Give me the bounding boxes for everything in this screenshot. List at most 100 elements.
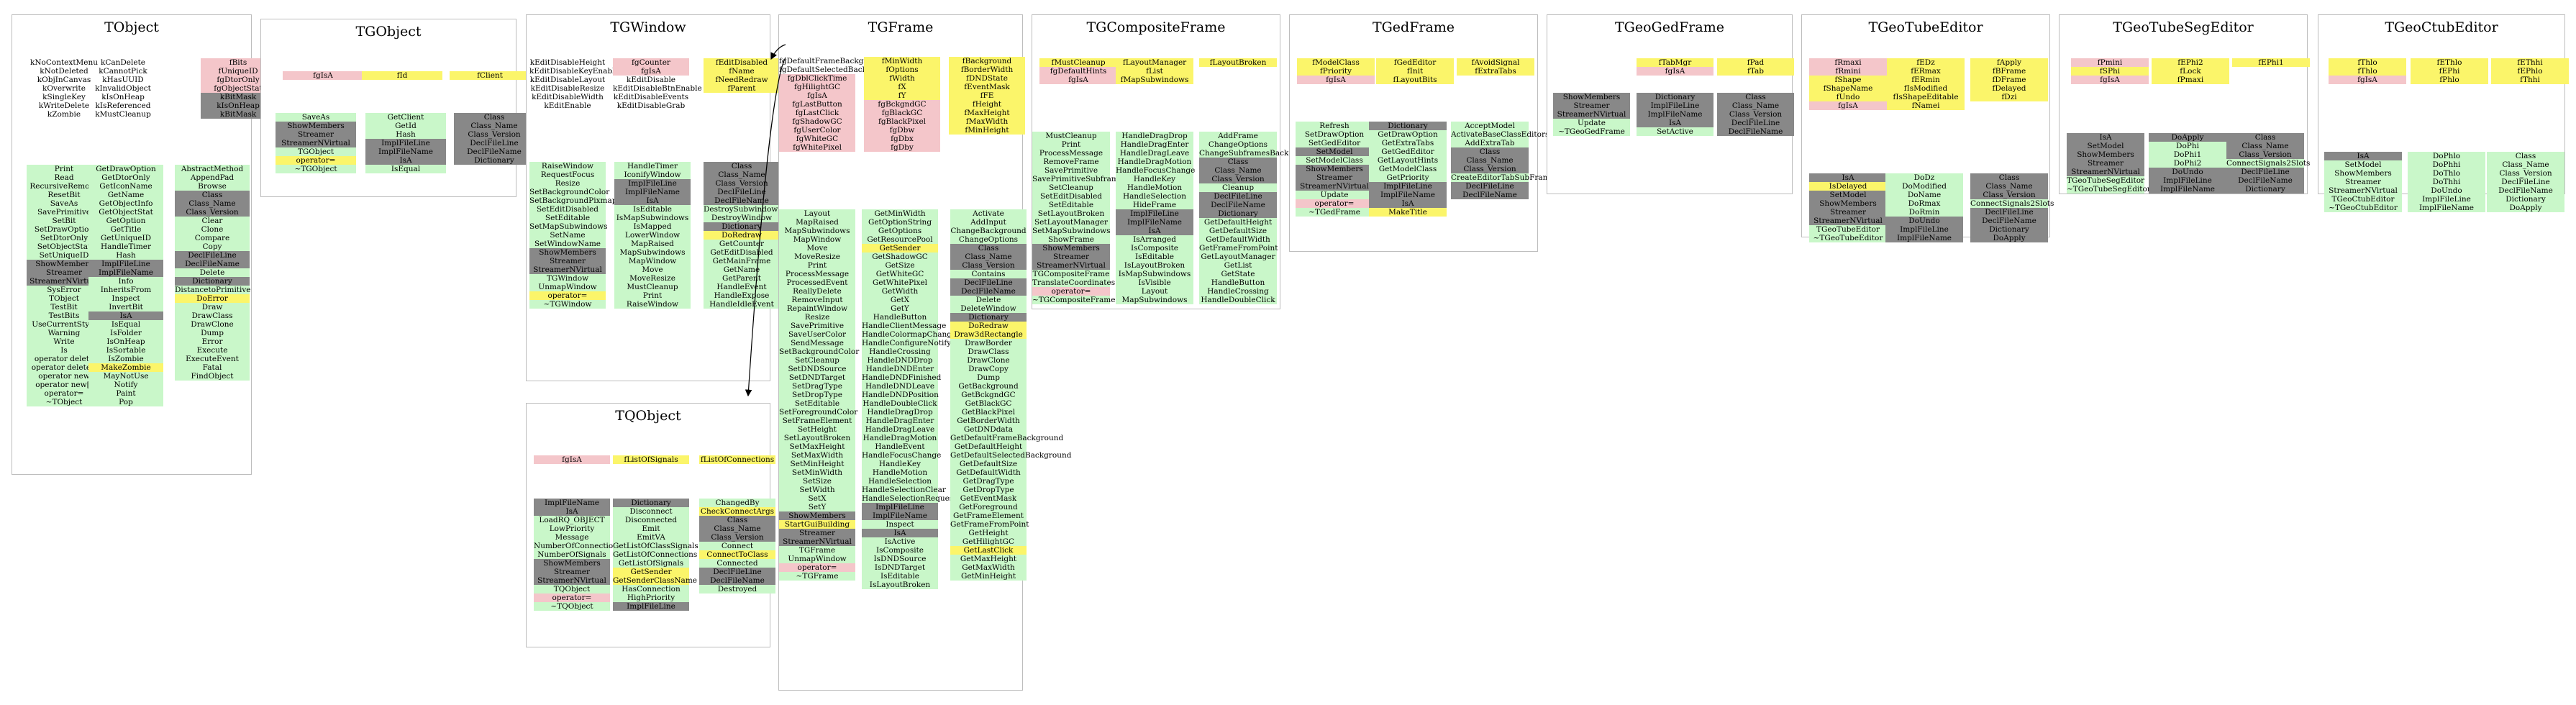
- member-item: kEditDisableWidth: [532, 93, 604, 101]
- member-item: GetBackground: [950, 382, 1027, 391]
- member-item: Streamer: [779, 529, 855, 537]
- member-item: fgIsA: [2071, 76, 2149, 84]
- member-item: Connect: [699, 542, 775, 550]
- member-item: ImplFileName: [2149, 185, 2226, 194]
- member-item: GetDrawOption: [88, 165, 163, 173]
- member-item: ImplFileLine: [2408, 195, 2485, 204]
- member-column: fEPhi2 fLock fPmaxi: [2152, 58, 2229, 84]
- class-tgeotubeeditor: TGeoTubeEditor fRmaxi fRmini fShape fShapeNa…: [1801, 14, 2054, 242]
- member-item: fY: [864, 91, 940, 100]
- member-item: Streamer: [1809, 208, 1887, 217]
- member-item: TGeoCtubEditor: [2324, 195, 2402, 204]
- member-item: SetBit: [27, 217, 101, 225]
- member-item: StreamerNVirtual: [276, 139, 356, 147]
- member-item: kEditDisable: [626, 76, 676, 84]
- member-item: fBorderWidth: [949, 65, 1025, 74]
- member-column: fTabMgr fgIsA Dictionary ImplFileLine ImplFi…: [1637, 58, 1713, 136]
- member-item: SetModel: [1296, 147, 1373, 156]
- member-item: Class_Name: [1451, 156, 1529, 165]
- member-item: Streamer: [1296, 173, 1373, 182]
- member-item: kEditEnable: [544, 101, 591, 110]
- member-item: fPad: [1717, 58, 1794, 67]
- member-item: HandleClientMessage: [862, 322, 947, 330]
- member-item: TGeoTubeEditor: [1809, 225, 1887, 234]
- member-item: HandleCrossing: [1199, 287, 1277, 296]
- member-item: DeclFileName: [950, 287, 1027, 296]
- member-item: fEThlo: [2411, 58, 2488, 67]
- member-item: fMapSubwindows: [1116, 76, 1193, 84]
- member-item: GetObjectStat: [88, 208, 163, 217]
- member-item: Cleanup: [1199, 183, 1277, 192]
- member-item: TGWindow: [529, 274, 606, 283]
- member-item: Resize: [779, 313, 855, 322]
- class-title: TGFrame: [868, 19, 934, 35]
- member-column: fPmini fSPhi fgIsA: [2071, 58, 2149, 84]
- member-item: MustCleanup: [614, 283, 691, 291]
- member-item: fgIsA: [1637, 67, 1713, 76]
- member-item: DeleteWindow: [950, 304, 1027, 313]
- class-tobject: TObject kNoContextMenu kNotDeleted kObjInCa…: [12, 14, 276, 475]
- member-item: HandleDNDDrop: [862, 356, 938, 365]
- member-item: MoveResize: [779, 253, 855, 261]
- member-item: ExecuteEvent: [175, 355, 250, 363]
- member-item: fgIsA: [1809, 101, 1887, 110]
- member-item: SetHeight: [779, 425, 855, 434]
- member-item: fBackground: [949, 57, 1025, 65]
- member-item: DeclFileLine: [699, 568, 775, 576]
- member-column: ShowMembers Streamer StreamerNVirtual Updat…: [1553, 58, 1630, 136]
- member-item: SetBackgroundColor: [529, 188, 610, 196]
- member-item: operator=: [276, 156, 356, 165]
- member-item: SetMaxHeight: [779, 442, 855, 451]
- member-item: GetListOfSignals: [613, 559, 689, 568]
- member-item: fEPhlo: [2491, 67, 2569, 76]
- member-item: fEThhi: [2491, 58, 2569, 67]
- member-item: ShowMembers: [779, 511, 855, 520]
- member-item: ImplFileName: [534, 499, 610, 507]
- member-item: GetWidth: [862, 287, 938, 296]
- member-item: SetMinWidth: [779, 468, 855, 477]
- member-item: Streamer: [1032, 253, 1110, 261]
- member-item: ImplFileName: [614, 188, 691, 196]
- member-item: Draw: [175, 303, 250, 311]
- member-item: GetBlackGC: [950, 399, 1027, 408]
- member-item: ~TGFrame: [779, 572, 855, 581]
- member-item: GetShadowGC: [862, 253, 938, 261]
- member-item: SetModel: [1809, 191, 1887, 199]
- member-item: ImplFileName: [1116, 218, 1193, 227]
- member-item: operator=: [779, 563, 855, 572]
- member-item: HandleDNDEnter: [862, 365, 938, 373]
- member-item: kIsOnHeap: [201, 101, 276, 110]
- member-item: kIsOnHeap: [101, 93, 145, 101]
- member-item: operator=: [27, 389, 101, 398]
- member-item: RepaintWindow: [779, 304, 855, 313]
- member-item: RemoveFrame: [1032, 158, 1110, 166]
- member-item: fLayoutManager: [1116, 58, 1193, 67]
- member-item: Class: [699, 516, 775, 524]
- member-item: fgDtorOnly: [201, 76, 276, 84]
- member-item: Class_Name: [1970, 182, 2048, 191]
- member-item: HandleDragEnter: [862, 417, 938, 425]
- member-item: kEditDisableHeight: [529, 58, 606, 67]
- class-tgwindow: TGWindow kEditDisableHeight kEditDisableKe…: [526, 14, 782, 381]
- member-item: ConnectSignals2Slots: [2226, 159, 2311, 168]
- member-column: AcceptModel ActivateBaseClassEditors AddEx…: [1451, 122, 1555, 199]
- member-item: ImplFileLine: [1637, 101, 1713, 110]
- member-item: SetEditable: [529, 214, 606, 222]
- member-item: fgDefaultHints: [1039, 67, 1117, 76]
- member-item: TestBits: [27, 311, 101, 320]
- member-item: fTabMgr: [1637, 58, 1713, 67]
- member-item: kBitMask: [201, 110, 276, 119]
- member-item: Streamer: [534, 568, 610, 576]
- member-item: fSPhi: [2071, 67, 2149, 76]
- member-item: MakeTitle: [1369, 208, 1447, 217]
- member-item: MustCleanup: [1032, 132, 1110, 140]
- member-item: DoRmin: [1885, 208, 1963, 217]
- member-item: GetDefaultHeight: [1199, 218, 1277, 227]
- class-title: TQObject: [615, 408, 681, 424]
- member-item: Dictionary: [1637, 93, 1713, 101]
- member-item: GetMainFrame: [704, 257, 780, 265]
- member-item: GetDNDdata: [950, 425, 1027, 434]
- member-item: SendMessage: [779, 339, 855, 347]
- member-item: operator=: [529, 291, 606, 300]
